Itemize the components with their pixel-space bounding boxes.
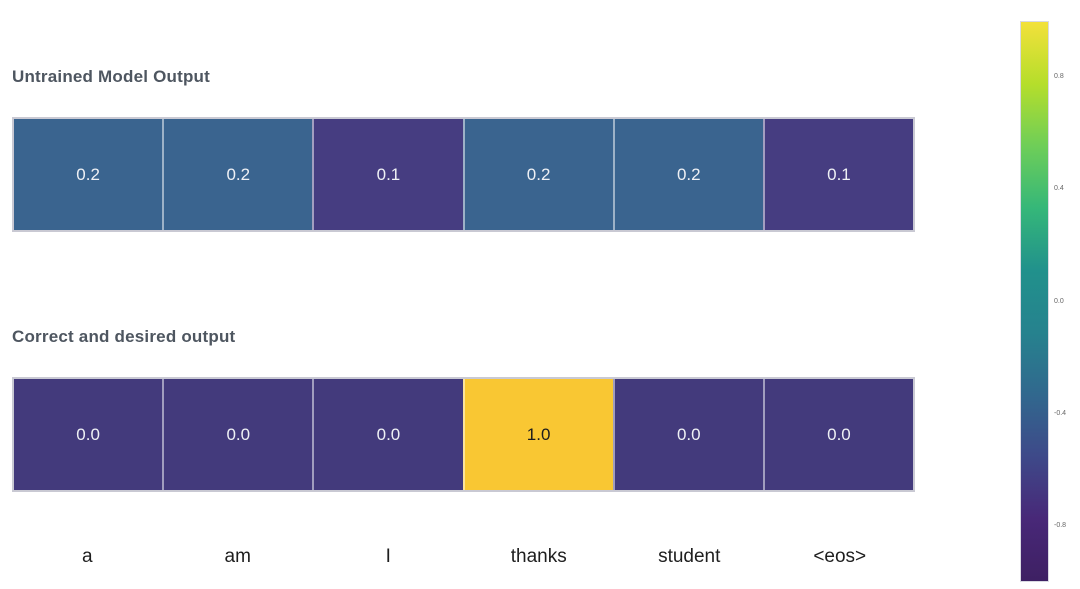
heatmap-cell: 1.0 — [462, 379, 613, 490]
colorbar-tick-label: 0.8 — [1054, 73, 1064, 81]
heatmap-cell: 0.0 — [162, 379, 313, 490]
x-axis-tick-label: a — [81, 546, 93, 567]
heatmap-cell: 0.0 — [612, 379, 763, 490]
colorbar-tick-label: 0.4 — [1054, 185, 1064, 193]
heatmap-cell: 0.2 — [162, 119, 313, 230]
heatmap-cell: 0.1 — [762, 119, 914, 230]
heatmap-cell: 0.2 — [612, 119, 763, 230]
heatmap-cell: 0.0 — [762, 379, 914, 490]
heatmap-cell: 0.1 — [312, 119, 463, 230]
heatmap-cell: 0.0 — [14, 379, 163, 490]
x-axis-tick-label: am — [224, 546, 251, 567]
colorbar-tick-label: 0.0 — [1054, 297, 1064, 305]
x-axis-tick-label: thanks — [510, 546, 567, 567]
heatmap-cell: 0.2 — [462, 119, 613, 230]
colorbar-ticks: 0.8 0.4 0.0 -0.4 -0.8 — [1054, 21, 1080, 582]
heatmap-cell: 0.0 — [312, 379, 463, 490]
colorbar-tick-label: -0.4 — [1054, 409, 1067, 417]
heatmap-1-title: Untrained Model Output — [12, 67, 210, 86]
heatmap-2: 0.0 0.0 0.0 1.0 0.0 0.0 — [12, 377, 915, 492]
x-axis-tick-label: student — [658, 546, 721, 567]
heatmap-2-title: Correct and desired output — [12, 327, 236, 346]
heatmap-cell: 0.2 — [14, 119, 163, 230]
colorbar-tick-label: -0.8 — [1054, 521, 1067, 529]
x-axis-tick-label: I — [385, 546, 391, 567]
x-axis-tick-label: <eos> — [813, 546, 867, 567]
heatmap-1: 0.2 0.2 0.1 0.2 0.2 0.1 — [12, 117, 915, 232]
colorbar-gradient — [1020, 21, 1049, 582]
